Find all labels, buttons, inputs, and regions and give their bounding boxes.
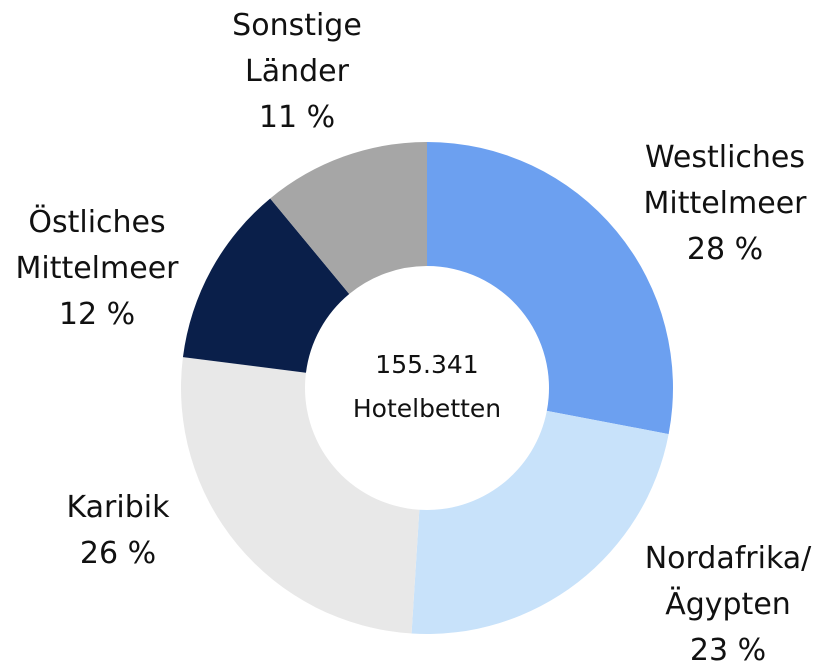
segment-label: Nordafrika/ Ägypten 23 %: [598, 536, 819, 670]
value-label: 28 %: [686, 232, 764, 267]
value-label: 23 %: [689, 633, 767, 668]
segment-label: Sonstige Länder 11 %: [167, 3, 427, 141]
category-label: Sonstige Länder: [232, 8, 362, 89]
category-label: Westliches Mittelmeer: [643, 140, 807, 221]
segment-label: Karibik 26 %: [0, 485, 248, 577]
segment-label: Westliches Mittelmeer 28 %: [595, 135, 819, 273]
value-label: 11 %: [258, 100, 336, 135]
category-label: Östliches Mittelmeer: [15, 205, 179, 286]
donut-segment: [411, 410, 669, 634]
donut-segment: [181, 357, 420, 634]
donut-segment: [270, 142, 427, 294]
center-label: 155.341 Hotelbetten: [352, 350, 502, 423]
donut-segment: [427, 142, 673, 435]
value-label: 12 %: [58, 297, 136, 332]
segment-label: Östliches Mittelmeer 12 %: [0, 200, 227, 338]
value-label: 26 %: [79, 536, 157, 571]
category-label: Karibik: [66, 490, 170, 525]
donut-segment: [182, 198, 350, 373]
category-label: Nordafrika/ Ägypten: [644, 541, 812, 622]
